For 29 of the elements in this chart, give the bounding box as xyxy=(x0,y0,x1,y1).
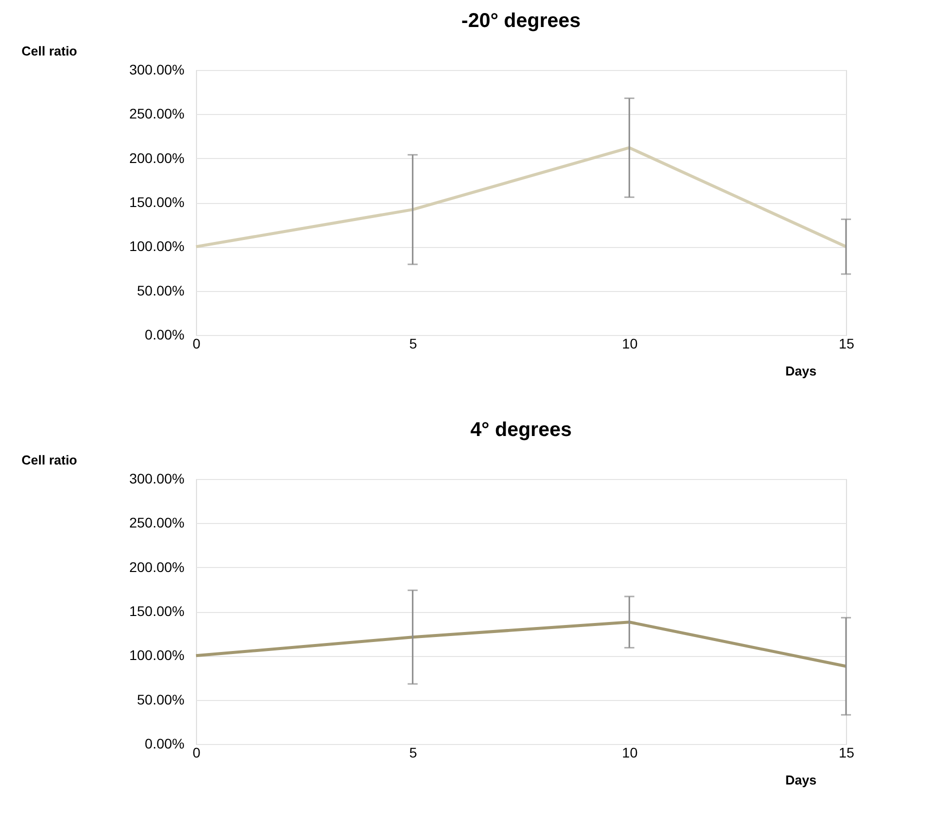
x-tick-label: 15 xyxy=(838,744,854,760)
x-tick-label: 0 xyxy=(192,336,201,352)
y-tick-label: 250.00% xyxy=(129,106,184,122)
y-tick-label: 300.00% xyxy=(129,470,184,486)
chart-title: 4° degrees xyxy=(470,419,572,441)
x-tick-label: 5 xyxy=(409,336,418,352)
y-tick-label: 200.00% xyxy=(129,558,184,575)
y-tick-label: 100.00% xyxy=(129,647,184,664)
x-axis-title: Days xyxy=(785,364,816,378)
x-tick-label: 10 xyxy=(622,336,638,352)
x-tick-label: 10 xyxy=(622,744,638,760)
y-tick-label: 250.00% xyxy=(129,514,184,531)
y-tick-label: 50.00% xyxy=(137,691,184,708)
x-tick-label: 15 xyxy=(838,336,854,352)
y-tick-label: 200.00% xyxy=(129,150,184,166)
y-tick-label: 150.00% xyxy=(129,603,184,619)
y-tick-label: 0.00% xyxy=(144,326,184,342)
x-tick-label: 5 xyxy=(409,744,418,760)
y-axis-title: Cell ratio xyxy=(22,44,78,58)
line-series xyxy=(194,620,848,668)
y-tick-label: 0.00% xyxy=(144,736,184,752)
y-axis-title: Cell ratio xyxy=(22,452,78,468)
chart-title: -20° degrees xyxy=(461,10,581,32)
y-tick-label: 300.00% xyxy=(129,62,184,78)
x-axis-title: Days xyxy=(785,772,816,788)
y-tick-label: 100.00% xyxy=(129,238,184,254)
y-tick-label: 50.00% xyxy=(137,282,184,298)
y-tick-label: 150.00% xyxy=(129,194,184,210)
x-tick-label: 0 xyxy=(192,744,201,760)
